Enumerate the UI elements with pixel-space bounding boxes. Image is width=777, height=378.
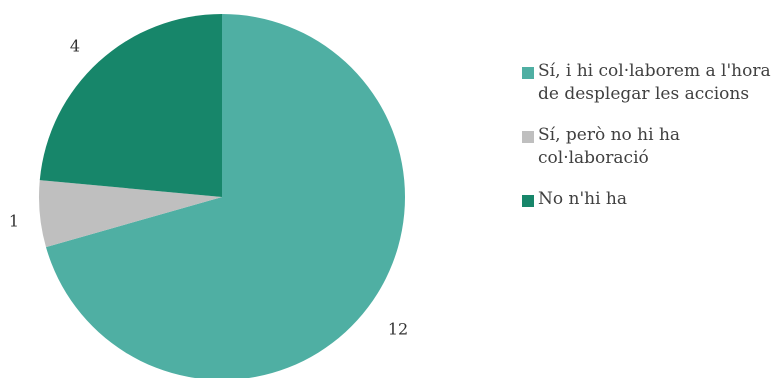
legend-item: No n'hi ha — [522, 188, 772, 211]
slice-data-label: 4 — [70, 37, 80, 56]
pie-slice — [45, 14, 405, 378]
pie-slice — [39, 14, 222, 197]
legend-item: Sí, i hi col·laborem a l'hora de despleg… — [522, 60, 772, 106]
legend-label: No n'hi ha — [538, 189, 628, 209]
legend-swatch — [522, 67, 534, 79]
slice-data-label: 1 — [9, 212, 19, 231]
legend-label: Sí, i hi col·laborem a l'hora de despleg… — [538, 61, 771, 104]
legend-item: Sí, però no hi ha col·laboració — [522, 124, 772, 170]
legend-swatch — [522, 131, 534, 143]
slice-data-label: 12 — [388, 320, 408, 339]
legend-label: Sí, però no hi ha col·laboració — [538, 125, 681, 168]
legend: Sí, i hi col·laborem a l'hora de despleg… — [522, 60, 772, 229]
pie-slice — [39, 180, 222, 248]
legend-swatch — [522, 195, 534, 207]
